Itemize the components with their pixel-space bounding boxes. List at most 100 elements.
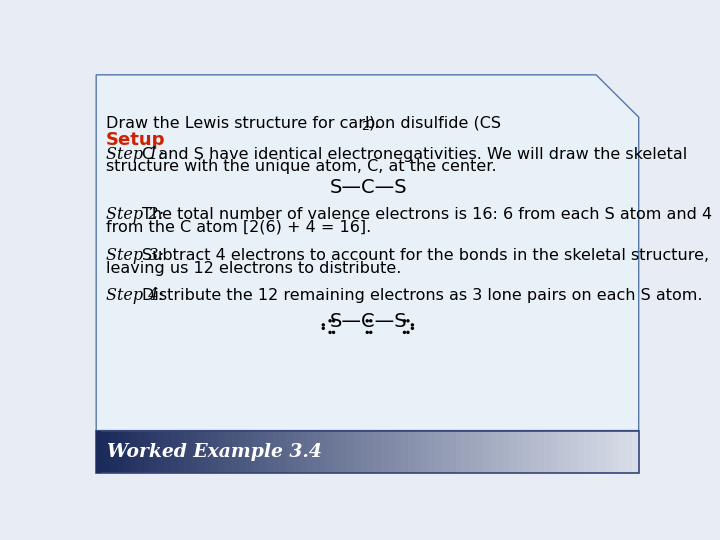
Bar: [632, 430, 639, 473]
Bar: [605, 430, 612, 473]
Bar: [591, 430, 598, 473]
Bar: [96, 430, 101, 473]
Bar: [381, 430, 388, 473]
Circle shape: [370, 332, 372, 333]
Text: Setup: Setup: [106, 131, 165, 149]
Text: Step 1:: Step 1:: [106, 146, 163, 163]
Text: S—C—S: S—C—S: [330, 312, 408, 330]
Text: structure with the unique atom, C, at the center.: structure with the unique atom, C, at th…: [106, 159, 496, 174]
Text: 2: 2: [361, 120, 369, 133]
Bar: [462, 430, 469, 473]
Bar: [530, 430, 537, 473]
Bar: [482, 430, 490, 473]
Bar: [577, 430, 585, 473]
Circle shape: [323, 324, 324, 326]
Text: Worked Example 3.4: Worked Example 3.4: [107, 443, 322, 461]
Bar: [272, 430, 279, 473]
Circle shape: [366, 332, 368, 333]
Text: Step 4:: Step 4:: [106, 287, 163, 303]
Bar: [598, 430, 606, 473]
Bar: [401, 430, 408, 473]
Bar: [408, 430, 415, 473]
Text: Distribute the 12 remaining electrons as 3 lone pairs on each S atom.: Distribute the 12 remaining electrons as…: [142, 288, 703, 302]
Bar: [354, 430, 361, 473]
Bar: [436, 430, 442, 473]
Bar: [544, 430, 551, 473]
Circle shape: [323, 327, 324, 329]
Bar: [204, 430, 212, 473]
Bar: [367, 430, 374, 473]
Text: Subtract 4 electrons to account for the bonds in the skeletal structure,: Subtract 4 electrons to account for the …: [142, 248, 709, 262]
Bar: [191, 430, 198, 473]
Bar: [564, 430, 571, 473]
Bar: [537, 430, 544, 473]
Bar: [238, 430, 246, 473]
Bar: [96, 430, 104, 473]
Bar: [164, 430, 171, 473]
Bar: [341, 430, 348, 473]
Bar: [523, 430, 531, 473]
Circle shape: [411, 324, 413, 326]
Circle shape: [370, 320, 372, 322]
Text: S—C—S: S—C—S: [330, 178, 408, 198]
Bar: [557, 430, 564, 473]
Bar: [218, 430, 225, 473]
Bar: [157, 430, 164, 473]
Bar: [103, 430, 110, 473]
Text: leaving us 12 electrons to distribute.: leaving us 12 electrons to distribute.: [106, 261, 401, 276]
Bar: [469, 430, 477, 473]
Bar: [510, 430, 517, 473]
Text: Step 2:: Step 2:: [106, 206, 163, 223]
Text: Draw the Lewis structure for carbon disulfide (CS: Draw the Lewis structure for carbon disu…: [106, 116, 500, 131]
Circle shape: [403, 320, 405, 322]
Circle shape: [333, 332, 335, 333]
Bar: [212, 430, 219, 473]
Bar: [150, 430, 158, 473]
Bar: [490, 430, 497, 473]
Circle shape: [411, 327, 413, 329]
Text: The total number of valence electrons is 16: 6 from each S atom and 4: The total number of valence electrons is…: [142, 207, 712, 222]
Bar: [117, 430, 124, 473]
Bar: [422, 430, 429, 473]
Bar: [178, 430, 185, 473]
Text: C and S have identical electronegativities. We will draw the skeletal: C and S have identical electronegativiti…: [142, 147, 687, 162]
Bar: [184, 430, 192, 473]
Circle shape: [407, 320, 409, 322]
Bar: [225, 430, 233, 473]
Bar: [476, 430, 483, 473]
Bar: [232, 430, 239, 473]
Bar: [109, 430, 117, 473]
Bar: [374, 430, 382, 473]
Bar: [198, 430, 205, 473]
Bar: [300, 430, 307, 473]
Bar: [625, 430, 632, 473]
Bar: [388, 430, 395, 473]
Bar: [496, 430, 503, 473]
Bar: [333, 430, 341, 473]
Bar: [611, 430, 618, 473]
Text: ).: ).: [369, 116, 380, 131]
Text: from the C atom [2(6) + 4 = 16].: from the C atom [2(6) + 4 = 16].: [106, 220, 371, 235]
Bar: [137, 430, 144, 473]
Bar: [96, 430, 639, 473]
Bar: [293, 430, 300, 473]
Bar: [415, 430, 422, 473]
Circle shape: [403, 332, 405, 333]
Bar: [252, 430, 259, 473]
Circle shape: [407, 332, 409, 333]
Bar: [442, 430, 449, 473]
Circle shape: [333, 320, 335, 322]
Bar: [171, 430, 178, 473]
Bar: [144, 430, 150, 473]
Bar: [266, 430, 273, 473]
Bar: [585, 430, 592, 473]
Bar: [307, 430, 314, 473]
Bar: [130, 430, 138, 473]
Bar: [428, 430, 436, 473]
Bar: [618, 430, 626, 473]
Bar: [123, 430, 130, 473]
Bar: [551, 430, 558, 473]
Bar: [313, 430, 320, 473]
Bar: [320, 430, 327, 473]
Bar: [517, 430, 524, 473]
